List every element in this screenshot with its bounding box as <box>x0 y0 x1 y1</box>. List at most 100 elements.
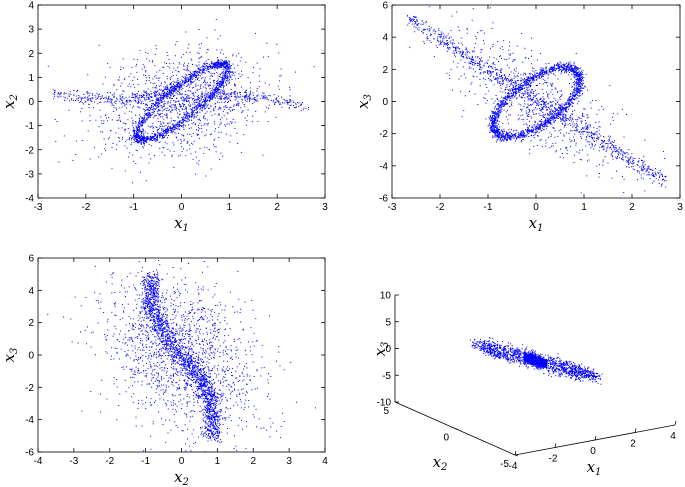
data-point <box>152 137 154 139</box>
data-point <box>179 121 181 123</box>
data-point <box>198 53 200 55</box>
data-point <box>550 91 552 93</box>
data-point <box>188 86 190 88</box>
data-point <box>279 103 280 105</box>
data-point <box>165 114 167 116</box>
data-point <box>495 117 497 119</box>
data-point <box>230 92 232 94</box>
data-point <box>217 90 219 92</box>
data-point <box>110 130 111 132</box>
data-point <box>205 90 207 92</box>
data-point <box>525 74 527 76</box>
data-point <box>214 123 216 125</box>
data-point <box>536 75 538 77</box>
data-point <box>215 66 216 68</box>
data-point <box>233 105 235 107</box>
data-point <box>142 119 144 121</box>
data-point <box>446 40 447 42</box>
data-point <box>513 72 515 74</box>
data-point <box>618 152 620 154</box>
data-point <box>173 125 175 127</box>
data-point <box>79 96 81 98</box>
data-point <box>520 137 522 139</box>
data-point <box>194 99 196 101</box>
data-point <box>111 119 113 121</box>
data-point <box>574 139 575 141</box>
data-point <box>178 121 180 122</box>
data-point <box>121 93 123 95</box>
data-point <box>168 89 170 91</box>
data-point <box>205 88 207 90</box>
data-point <box>276 100 278 102</box>
data-point <box>184 114 186 116</box>
data-point <box>502 49 504 50</box>
data-point <box>496 113 498 115</box>
data-point <box>177 93 178 95</box>
data-point <box>257 100 259 102</box>
data-point <box>220 152 222 154</box>
data-point <box>276 99 278 101</box>
data-point <box>570 117 572 119</box>
data-point <box>241 112 243 113</box>
data-point <box>148 138 150 140</box>
data-point <box>574 93 576 95</box>
data-point <box>207 92 209 93</box>
data-point <box>215 92 217 94</box>
data-point <box>155 103 157 105</box>
data-point <box>192 108 194 110</box>
data-point <box>223 74 225 76</box>
data-point <box>634 157 636 159</box>
data-point <box>191 109 193 111</box>
data-point <box>179 85 181 87</box>
data-point <box>203 70 205 72</box>
data-point <box>221 117 223 119</box>
data-point <box>158 88 160 90</box>
data-point <box>491 66 493 67</box>
data-point <box>145 139 147 141</box>
data-point <box>167 66 169 67</box>
data-point <box>479 63 481 65</box>
data-point <box>279 102 281 104</box>
data-point <box>465 52 467 54</box>
data-point <box>212 98 214 100</box>
data-point <box>218 66 220 68</box>
data-point <box>173 119 175 121</box>
data-point <box>643 155 645 157</box>
data-point <box>225 76 227 78</box>
data-point <box>614 156 616 158</box>
data-point <box>494 111 496 113</box>
data-point <box>298 105 300 107</box>
data-point <box>223 66 225 67</box>
data-point <box>528 105 530 106</box>
data-point <box>426 28 428 30</box>
data-point <box>456 52 458 54</box>
data-point <box>91 100 93 102</box>
data-point <box>183 103 185 105</box>
data-point <box>158 101 160 103</box>
data-point <box>87 99 89 101</box>
data-point <box>300 104 302 106</box>
data-point <box>214 130 216 132</box>
data-point <box>178 128 180 130</box>
data-point <box>226 66 228 68</box>
data-point <box>144 90 146 92</box>
data-point <box>196 65 198 67</box>
data-point <box>524 57 526 59</box>
data-point <box>168 130 170 131</box>
data-point <box>187 68 189 70</box>
data-point <box>561 105 563 107</box>
data-point <box>492 116 494 118</box>
data-point <box>227 63 229 65</box>
data-point <box>203 103 205 105</box>
data-point <box>504 136 506 138</box>
data-point <box>172 92 174 94</box>
data-point <box>534 89 536 91</box>
data-point <box>156 87 158 89</box>
data-point <box>418 23 420 24</box>
data-point <box>217 59 219 61</box>
data-point <box>176 108 177 110</box>
data-point <box>259 68 261 70</box>
data-point <box>631 166 633 168</box>
data-point <box>536 125 538 127</box>
data-point <box>220 108 222 110</box>
